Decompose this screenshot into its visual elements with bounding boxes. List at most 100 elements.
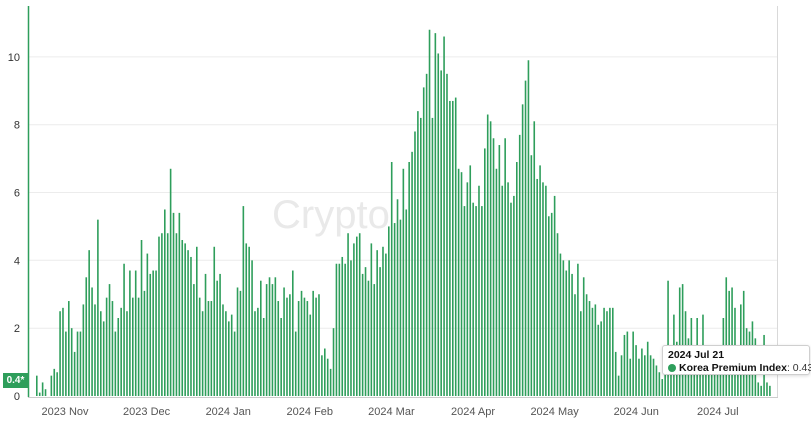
bar <box>134 270 137 396</box>
bar <box>635 345 637 396</box>
bar <box>623 334 626 396</box>
bar <box>527 60 530 396</box>
bar <box>678 287 681 396</box>
bar <box>382 246 384 396</box>
bar <box>361 273 364 396</box>
bar <box>644 355 646 396</box>
series-color-dot <box>668 364 676 372</box>
bar <box>169 168 172 396</box>
bar <box>417 111 419 396</box>
bar <box>466 182 469 396</box>
bar <box>484 148 486 396</box>
bar <box>315 297 317 396</box>
bar <box>370 243 373 396</box>
bar <box>79 331 82 396</box>
y-tick-label: 2 <box>14 323 20 335</box>
bar <box>629 358 632 396</box>
bar <box>353 243 355 396</box>
bar-series <box>36 29 771 397</box>
bar <box>530 155 533 396</box>
bar <box>655 365 658 396</box>
bar <box>166 233 169 396</box>
bar <box>260 280 262 396</box>
bar <box>94 304 96 396</box>
bar <box>620 355 623 396</box>
bar <box>437 53 440 396</box>
x-tick-label: 2024 Feb <box>287 406 333 418</box>
bar <box>44 389 47 396</box>
bar <box>251 260 253 396</box>
bar <box>88 250 90 396</box>
bar <box>225 311 227 396</box>
tooltip-date: 2024 Jul 21 <box>668 349 725 361</box>
bar <box>504 138 506 396</box>
y-tick-label: 6 <box>14 188 20 200</box>
bar <box>399 219 402 396</box>
bar <box>161 233 163 396</box>
bar <box>207 301 210 396</box>
y-tick-label: 8 <box>14 120 20 132</box>
bar <box>149 273 152 396</box>
bar <box>757 382 760 396</box>
bar <box>388 226 390 396</box>
bar <box>414 131 416 397</box>
bar <box>126 311 128 396</box>
bar <box>539 165 541 396</box>
bar <box>187 250 189 396</box>
bar <box>658 372 661 396</box>
bar <box>204 273 207 396</box>
bar <box>652 358 655 396</box>
bar <box>632 331 634 396</box>
bar <box>213 246 216 396</box>
bar <box>274 277 277 396</box>
bar <box>617 375 620 396</box>
bar <box>193 284 195 396</box>
bar <box>390 162 393 396</box>
bar <box>158 236 160 396</box>
x-tick-label: 2024 Jun <box>614 406 659 418</box>
bar <box>556 233 559 396</box>
bar <box>507 182 509 396</box>
bar <box>731 287 733 396</box>
bar <box>164 209 166 396</box>
x-tick-label: 2024 May <box>530 406 579 418</box>
x-tick-label: 2023 Nov <box>41 406 89 418</box>
bar <box>190 256 192 396</box>
bar <box>742 290 745 396</box>
bar <box>268 277 271 396</box>
bar <box>344 263 346 396</box>
bar <box>324 348 326 396</box>
bar <box>73 351 76 396</box>
bar <box>600 321 602 396</box>
bar <box>50 375 53 396</box>
bar <box>638 358 640 396</box>
bar <box>449 100 451 397</box>
bar <box>548 216 550 396</box>
bar <box>91 287 93 396</box>
bar <box>443 36 445 397</box>
bar <box>277 301 280 396</box>
bar <box>283 287 285 396</box>
bar <box>36 375 38 396</box>
bar <box>670 358 672 396</box>
bar <box>172 212 175 396</box>
bar <box>769 385 771 396</box>
bar <box>545 185 547 396</box>
bar <box>402 168 405 396</box>
bar <box>155 270 157 396</box>
x-tick-labels: 2023 Nov 2023 Dec 2024 Jan 2024 Feb 2024 Mar… <box>41 406 738 418</box>
bar <box>326 358 329 396</box>
bar <box>614 351 617 396</box>
bar <box>309 314 312 396</box>
bar <box>289 294 291 396</box>
tooltip-series-name: Korea Premium Index <box>679 362 787 374</box>
bar <box>667 280 669 396</box>
bar <box>364 267 367 396</box>
x-tick-label: 2023 Dec <box>123 406 171 418</box>
bar <box>422 87 425 396</box>
bar <box>248 246 250 396</box>
bar <box>434 33 437 396</box>
bar <box>518 134 521 396</box>
bar <box>524 80 527 397</box>
